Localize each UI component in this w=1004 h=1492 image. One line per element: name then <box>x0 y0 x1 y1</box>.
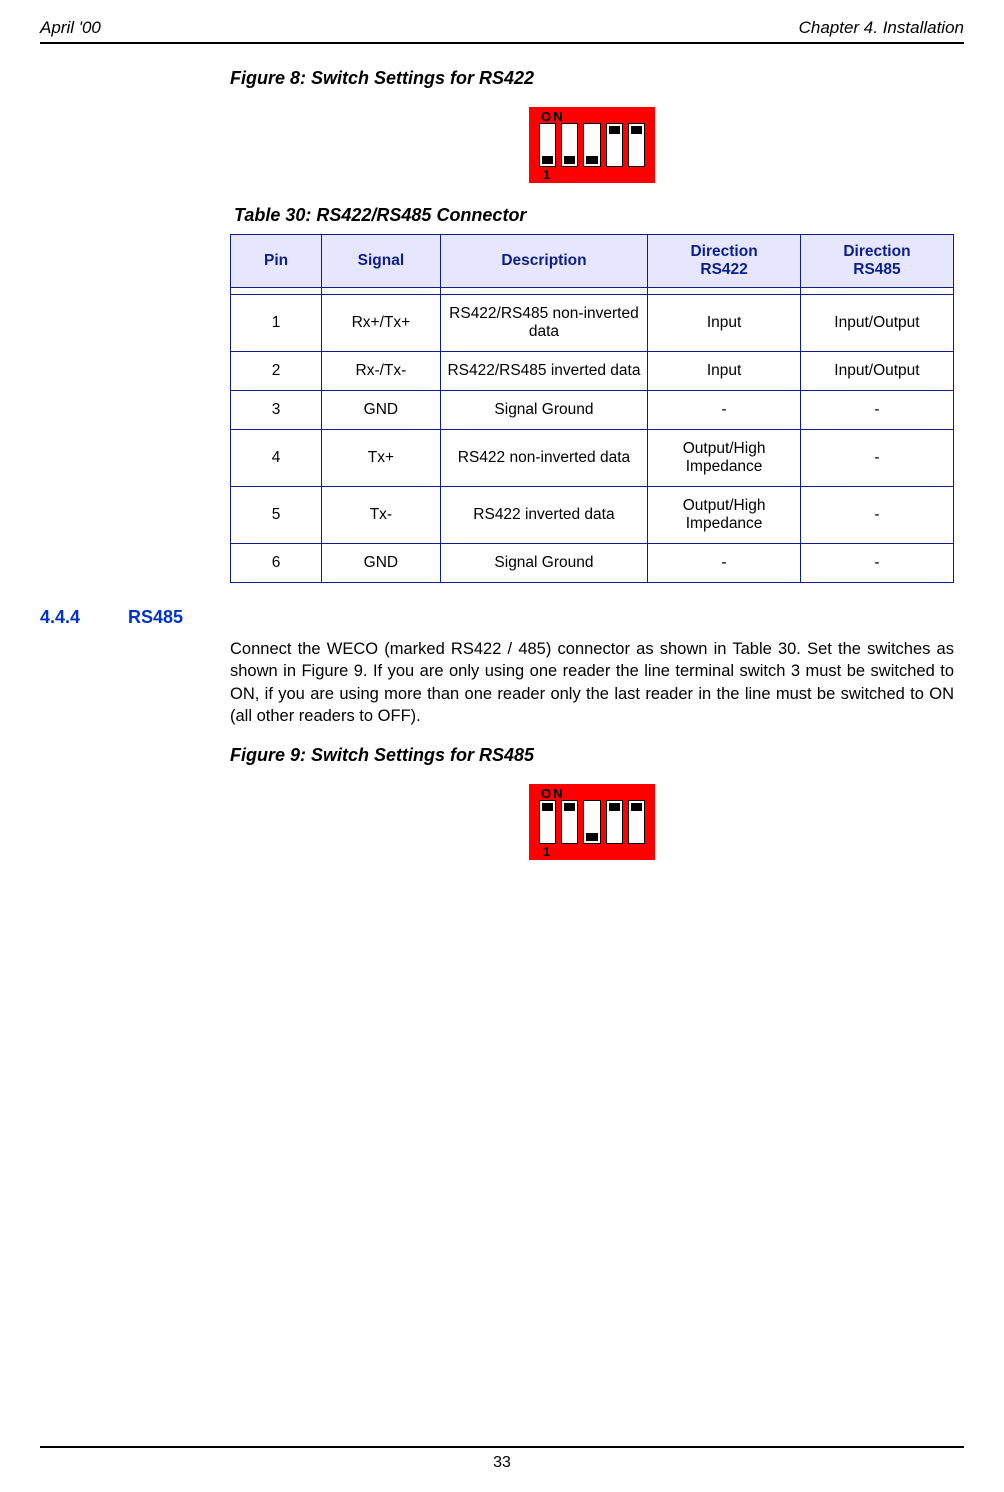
table-cell: RS422/RS485 inverted data <box>440 352 648 391</box>
dip-nub <box>564 803 575 811</box>
header-rule <box>40 42 964 44</box>
table-row: 6GNDSignal Ground-- <box>231 544 954 583</box>
dip-slot <box>628 123 645 167</box>
table-spacer-row <box>231 288 954 295</box>
dip-nub <box>631 126 642 134</box>
table30-caption: Table 30: RS422/RS485 Connector <box>234 205 954 226</box>
table-cell: - <box>800 487 953 544</box>
table-cell: Signal Ground <box>440 391 648 430</box>
dip-slot <box>628 800 645 844</box>
dip-slot <box>561 800 578 844</box>
table-cell: Input <box>648 295 801 352</box>
section-number: 4.4.4 <box>40 607 128 628</box>
footer-rule <box>40 1446 964 1448</box>
dip-one-label: 1 <box>543 167 550 182</box>
table-cell: Output/High Impedance <box>648 487 801 544</box>
table-cell: Rx-/Tx- <box>322 352 440 391</box>
th-dir422: DirectionRS422 <box>648 235 801 288</box>
dip-slot <box>606 123 623 167</box>
dip-nub <box>586 156 597 164</box>
dip-slot <box>539 800 556 844</box>
dip-slot <box>583 800 600 844</box>
table30: Pin Signal Description DirectionRS422 Di… <box>230 234 954 583</box>
table-cell: GND <box>322 544 440 583</box>
dip-one-label-9: 1 <box>543 844 550 859</box>
th-signal: Signal <box>322 235 440 288</box>
table-row: 5Tx-RS422 inverted dataOutput/High Imped… <box>231 487 954 544</box>
table-cell: Rx+/Tx+ <box>322 295 440 352</box>
dip-nub <box>609 803 620 811</box>
dip-nub <box>564 156 575 164</box>
table-row: 1Rx+/Tx+RS422/RS485 non-inverted dataInp… <box>231 295 954 352</box>
dip-nub <box>631 803 642 811</box>
table-row: 4Tx+RS422 non-inverted dataOutput/High I… <box>231 430 954 487</box>
table-cell: Input/Output <box>800 295 953 352</box>
dip-nub <box>586 833 597 841</box>
page-number: 33 <box>40 1454 964 1472</box>
table-cell: - <box>648 544 801 583</box>
table-cell: 3 <box>231 391 322 430</box>
dip-on-label: ON <box>541 109 565 124</box>
dip-nub <box>542 803 553 811</box>
table-cell: Input <box>648 352 801 391</box>
header-left: April '00 <box>40 18 101 38</box>
section-body: Connect the WECO (marked RS422 / 485) co… <box>230 638 954 727</box>
table-cell: RS422 non-inverted data <box>440 430 648 487</box>
table-cell: 2 <box>231 352 322 391</box>
dip-slot <box>606 800 623 844</box>
table-row: 3GNDSignal Ground-- <box>231 391 954 430</box>
figure8-caption: Figure 8: Switch Settings for RS422 <box>230 68 954 89</box>
table-cell: - <box>648 391 801 430</box>
table-cell: - <box>800 391 953 430</box>
dip-slot <box>583 123 600 167</box>
table-cell: RS422 inverted data <box>440 487 648 544</box>
table-row: 2Rx-/Tx-RS422/RS485 inverted dataInputIn… <box>231 352 954 391</box>
th-dir485: DirectionRS485 <box>800 235 953 288</box>
table-cell: RS422/RS485 non-inverted data <box>440 295 648 352</box>
dip-switch-rs485: ON 1 <box>529 784 655 860</box>
figure9-caption: Figure 9: Switch Settings for RS485 <box>230 745 954 766</box>
table-cell: Signal Ground <box>440 544 648 583</box>
table-cell: 5 <box>231 487 322 544</box>
table-cell: Tx+ <box>322 430 440 487</box>
header-right: Chapter 4. Installation <box>799 18 964 38</box>
dip-nub <box>609 126 620 134</box>
dip-slot <box>561 123 578 167</box>
table-cell: GND <box>322 391 440 430</box>
table-cell: Tx- <box>322 487 440 544</box>
table-cell: 4 <box>231 430 322 487</box>
table-cell: - <box>800 430 953 487</box>
table-cell: 1 <box>231 295 322 352</box>
table-cell: Output/High Impedance <box>648 430 801 487</box>
table-cell: Input/Output <box>800 352 953 391</box>
th-desc: Description <box>440 235 648 288</box>
th-pin: Pin <box>231 235 322 288</box>
dip-nub <box>542 156 553 164</box>
table-cell: - <box>800 544 953 583</box>
dip-switch-rs422: ON 1 <box>529 107 655 183</box>
section-title: RS485 <box>128 607 183 628</box>
dip-slot <box>539 123 556 167</box>
dip-on-label-9: ON <box>541 786 565 801</box>
table-cell: 6 <box>231 544 322 583</box>
